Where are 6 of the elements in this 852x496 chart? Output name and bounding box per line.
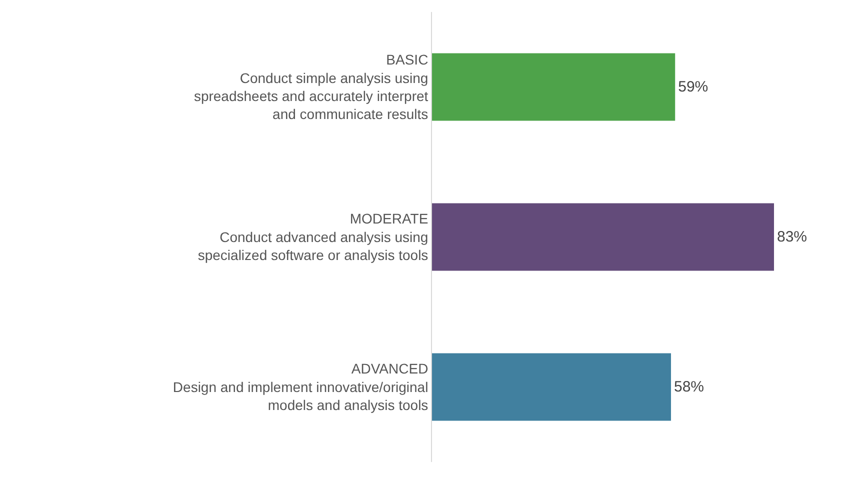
data-label: 58%: [674, 378, 704, 396]
y-tick-label: ADVANCED Design and implement innovative/original models and analysis tools: [172, 360, 428, 414]
y-tick-label: MODERATE Conduct advanced analysis using specialized software or analysis tools: [198, 210, 428, 264]
data-label: 83%: [777, 228, 808, 246]
y-tick-label: BASIC Conduct simple analysis using spreadsheets and accurately interpret and communicate results: [194, 52, 428, 122]
data-label: 59%: [678, 78, 708, 96]
